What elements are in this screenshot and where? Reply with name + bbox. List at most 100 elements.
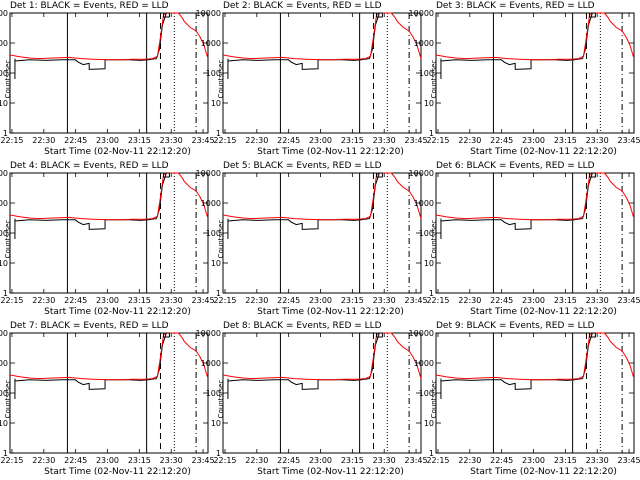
events-series-line <box>227 172 380 230</box>
panel-title: Det 6: BLACK = Events, RED = LLD <box>436 161 595 171</box>
y-tick-label: 1000 <box>0 359 8 368</box>
x-tick-label: 23:00 <box>96 136 119 145</box>
x-tick-label: 23:00 <box>522 136 545 145</box>
x-tick-label: 23:45 <box>405 136 428 145</box>
plot-frame <box>222 12 422 134</box>
y-tick-label: 1 <box>3 289 8 298</box>
detector-panel: Det 8: BLACK = Events, RED = LLD 1 10 100 10… <box>196 320 428 480</box>
y-tick-label: 100 <box>0 389 8 398</box>
y-tick-label: 1000 <box>0 39 8 48</box>
y-tick-label: 10 <box>211 419 221 428</box>
x-tick-label: 22:15 <box>426 296 449 305</box>
events-series-line <box>14 12 167 70</box>
lld-series-line <box>222 12 422 61</box>
x-tick-label: 22:30 <box>32 456 55 465</box>
x-tick-label: 22:15 <box>213 136 236 145</box>
chart-svg: 1 10 100 1000 10000 22:15 22:30 22:45 23:00 23:15… <box>409 9 640 145</box>
y-tick-label: 10 <box>211 99 221 108</box>
y-tick-label: 1 <box>216 129 221 138</box>
y-tick-label: 1 <box>216 289 221 298</box>
x-tick-label: 22:30 <box>32 296 55 305</box>
y-tick-label: 10 <box>211 259 221 268</box>
x-tick-label: 23:30 <box>586 296 609 305</box>
x-tick-label: 23:30 <box>373 296 396 305</box>
x-tick-label: 23:00 <box>522 296 545 305</box>
lld-series-line <box>435 172 635 221</box>
x-tick-label: 23:30 <box>160 136 183 145</box>
x-tick-label: 23:15 <box>128 136 151 145</box>
y-tick-label: 10000 <box>0 169 8 178</box>
x-tick-label: 22:30 <box>458 456 481 465</box>
x-tick-label: 22:15 <box>213 456 236 465</box>
lld-series-line <box>222 172 422 221</box>
y-tick-label: 1 <box>3 449 8 458</box>
plot-frame <box>222 172 422 294</box>
y-tick-label: 1 <box>429 129 434 138</box>
y-tick-label: 10 <box>424 99 434 108</box>
x-tick-label: 22:15 <box>426 456 449 465</box>
x-tick-label: 23:00 <box>309 456 332 465</box>
chart-svg: 1 10 100 1000 10000 22:15 22:30 22:45 23:00 23:15… <box>0 329 215 465</box>
y-tick-label: 1 <box>3 129 8 138</box>
x-tick-label: 23:45 <box>618 296 640 305</box>
x-tick-label: 22:30 <box>245 456 268 465</box>
y-tick-label: 1 <box>429 449 434 458</box>
x-tick-label: 23:15 <box>554 296 577 305</box>
events-series-line <box>14 332 167 390</box>
y-tick-label: 10000 <box>196 169 221 178</box>
lld-series-line <box>435 332 635 381</box>
x-tick-label: 23:15 <box>341 136 364 145</box>
panel-title: Det 7: BLACK = Events, RED = LLD <box>10 321 169 331</box>
plot-frame <box>9 12 209 134</box>
x-tick-label: 22:45 <box>277 456 300 465</box>
x-tick-label: 22:45 <box>490 456 513 465</box>
y-tick-label: 10000 <box>196 329 221 338</box>
y-tick-label: 100 <box>419 229 434 238</box>
x-tick-label: 23:45 <box>405 296 428 305</box>
x-axis-label: Start Time (02-Nov-11 22:12:20) <box>44 467 191 477</box>
y-axis-label: Counts/sec <box>217 59 225 99</box>
x-axis-label: Start Time (02-Nov-11 22:12:20) <box>470 307 617 317</box>
x-axis-label: Start Time (02-Nov-11 22:12:20) <box>44 307 191 317</box>
y-tick-label: 10 <box>424 419 434 428</box>
x-tick-label: 22:15 <box>213 296 236 305</box>
y-tick-label: 10000 <box>0 329 8 338</box>
plot-frame <box>9 332 209 454</box>
chart-svg: 1 10 100 1000 10000 22:15 22:30 22:45 23:00 23:15… <box>409 169 640 305</box>
lld-series-line <box>435 12 635 61</box>
chart-svg: 1 10 100 1000 10000 22:15 22:30 22:45 23:00 23:15… <box>0 9 215 145</box>
x-tick-label: 23:15 <box>554 136 577 145</box>
y-tick-label: 10 <box>0 419 8 428</box>
saturation-marker <box>588 172 596 178</box>
plot-frame <box>435 12 635 134</box>
detector-panel: Det 3: BLACK = Events, RED = LLD 1 10 100 10… <box>409 0 640 160</box>
y-axis-label: Counts/sec <box>4 59 12 99</box>
detector-panel: Det 9: BLACK = Events, RED = LLD 1 10 100 10… <box>409 320 640 480</box>
plot-frame <box>435 332 635 454</box>
x-axis-label: Start Time (02-Nov-11 22:12:20) <box>257 307 404 317</box>
y-axis-label: Counts/sec <box>4 219 12 259</box>
x-tick-label: 22:15 <box>426 136 449 145</box>
x-tick-label: 23:45 <box>192 136 215 145</box>
x-axis-label: Start Time (02-Nov-11 22:12:20) <box>257 467 404 477</box>
x-tick-label: 23:30 <box>373 136 396 145</box>
x-tick-label: 23:15 <box>128 296 151 305</box>
y-tick-label: 10 <box>0 99 8 108</box>
panel-title: Det 4: BLACK = Events, RED = LLD <box>10 161 169 171</box>
y-tick-label: 1000 <box>201 199 221 208</box>
panel-title: Det 9: BLACK = Events, RED = LLD <box>436 321 595 331</box>
plot-frame <box>9 172 209 294</box>
saturation-marker <box>375 172 383 178</box>
x-tick-label: 22:15 <box>0 136 23 145</box>
y-axis-label: Counts/sec <box>430 219 438 259</box>
x-tick-label: 23:30 <box>586 456 609 465</box>
x-tick-label: 22:30 <box>32 136 55 145</box>
panel-title: Det 2: BLACK = Events, RED = LLD <box>223 1 382 11</box>
x-tick-label: 22:30 <box>245 296 268 305</box>
events-series-line <box>227 332 380 390</box>
events-series-line <box>440 12 593 70</box>
x-tick-label: 23:00 <box>96 456 119 465</box>
events-series-line <box>14 172 167 230</box>
y-tick-label: 10000 <box>409 9 434 18</box>
x-axis-label: Start Time (02-Nov-11 22:12:20) <box>257 147 404 157</box>
